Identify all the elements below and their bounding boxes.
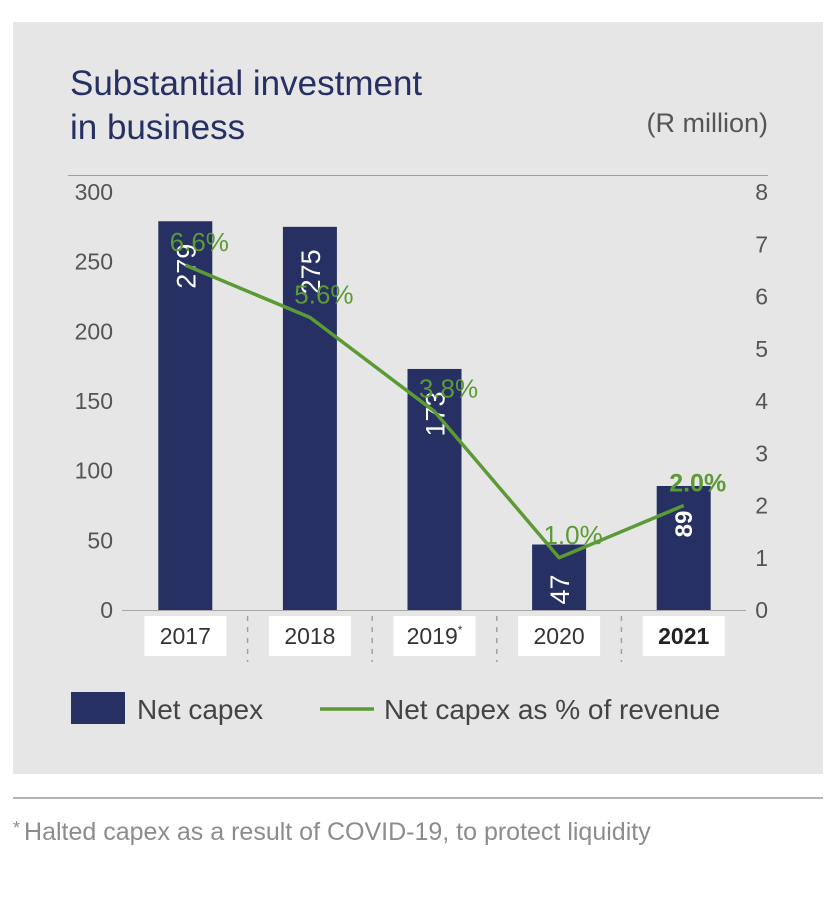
bar-value-label: 47 [545,574,575,604]
y-right-tick-label: 6 [755,284,768,310]
bar [407,368,462,610]
chart-title-line-1: Substantial investment [70,64,423,103]
category-label: 2020 [534,623,585,649]
category-label: 2018 [284,623,335,649]
y-right-tick-label: 0 [755,597,768,623]
y-right-tick-label: 3 [755,440,768,466]
y-right-tick-label: 8 [755,179,768,205]
bar [656,485,711,610]
line-point-label: 2.0% [669,470,726,498]
y-left-tick-label: 200 [75,318,113,344]
category-label-box [518,616,601,656]
y-left-tick-label: 250 [75,249,113,275]
y-right-tick-label: 5 [755,336,768,362]
footnote: * Halted capex as a result of COVID-19, t… [13,818,651,847]
legend-line-label: Net capex as % of revenue [384,694,720,725]
bar-value-label: 275 [296,249,326,294]
legend-bar-label: Net capex [137,694,263,725]
category-label-box [268,616,351,656]
category-label-box [393,616,476,656]
chart-unit-label: (R million) [646,108,769,138]
line-point-label: 3.8% [419,373,478,403]
category-label: 2019* [407,623,463,649]
category-label: 2017 [160,623,211,649]
category-label: 2021 [658,623,709,649]
y-right-tick-label: 2 [755,493,768,519]
series-line [184,263,685,560]
y-left-tick-label: 50 [87,527,113,553]
y-right-tick-label: 1 [755,545,768,571]
category-label-box [144,616,227,656]
y-left-tick-label: 100 [75,458,113,484]
bar [282,226,337,611]
legend-bar-swatch [71,692,125,724]
y-left-tick-label: 150 [75,388,113,414]
chart-title-line-2: in business [70,108,246,147]
footnote-marker: * [13,818,21,838]
y-left-tick-label: 300 [75,179,113,205]
category-marker: * [458,623,463,637]
footnote-text: Halted capex as a result of COVID-19, to… [24,818,651,846]
category-label-box [642,616,725,656]
chart-title: Substantial investment in business [70,62,422,150]
bar-value-label: 89 [671,511,698,538]
bar [158,221,213,610]
line-point-label: 6.6% [170,227,229,257]
line-point-label: 5.6% [294,279,353,309]
footnote-divider [13,797,823,799]
line-point-label: 1.0% [543,520,602,550]
y-right-tick-label: 4 [755,388,768,414]
y-right-tick-label: 7 [755,231,768,257]
y-left-tick-label: 0 [100,597,113,623]
